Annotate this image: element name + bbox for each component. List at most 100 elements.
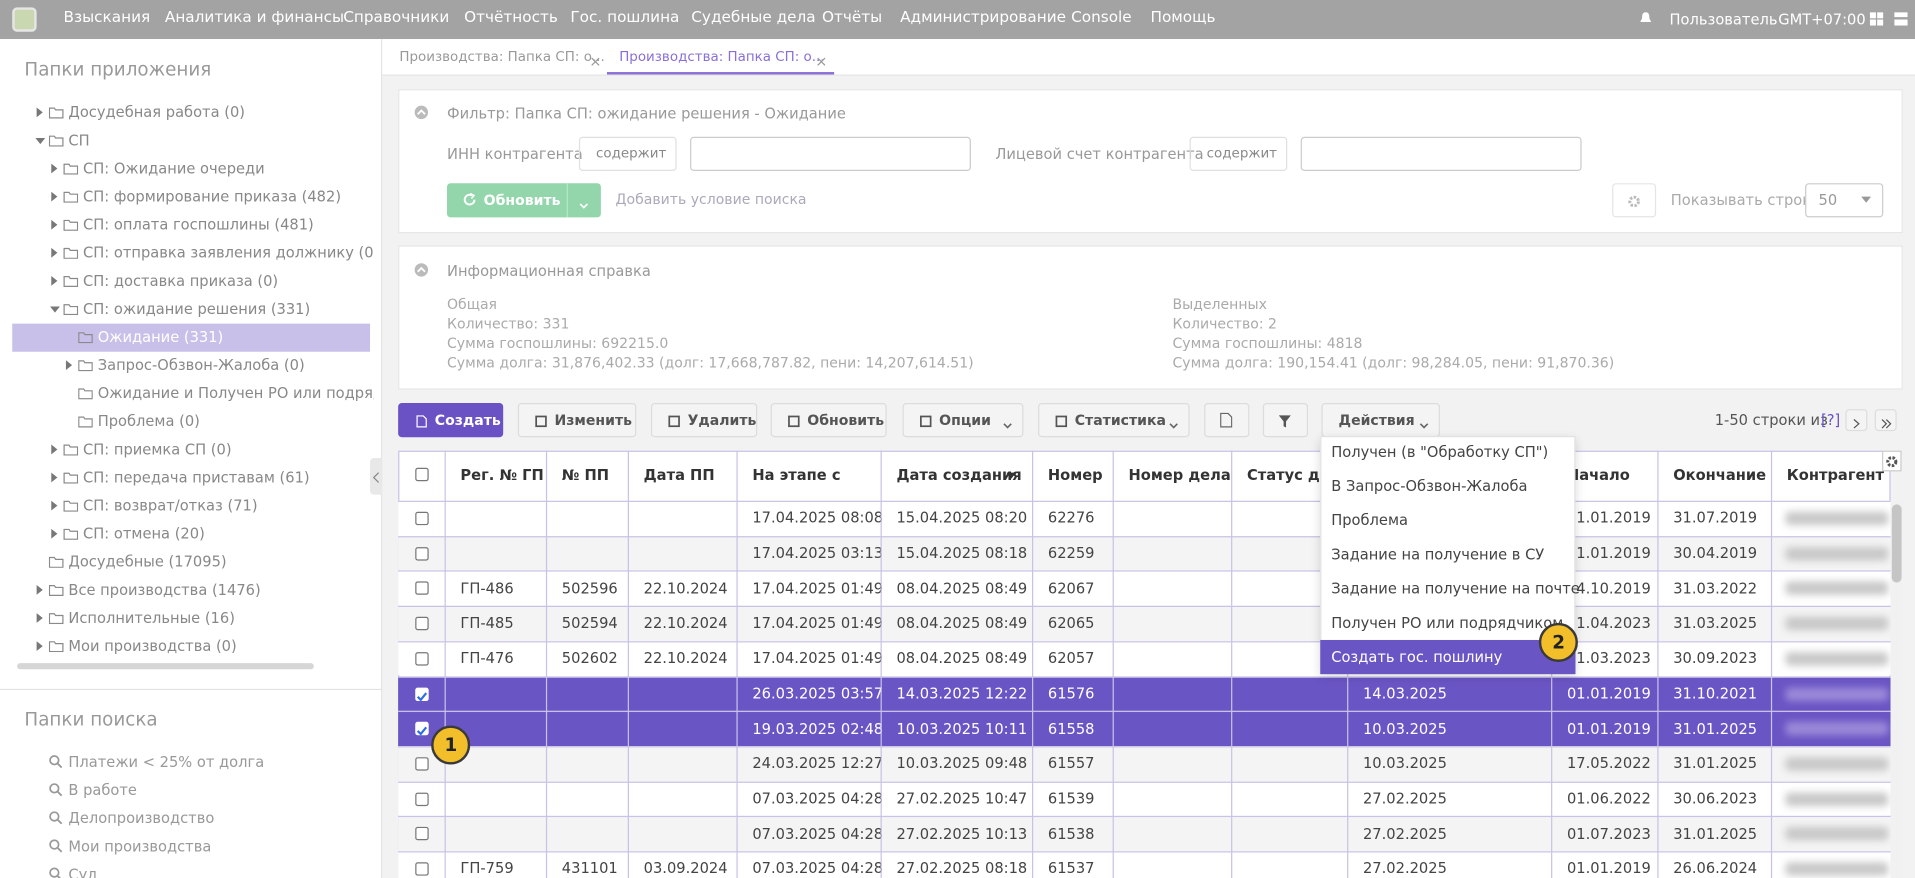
toolbar-button[interactable] (902, 403, 1024, 438)
column-settings[interactable] (1882, 450, 1902, 472)
saved-search[interactable]: Мои производства (68, 837, 212, 855)
folder-item[interactable]: СП (68, 131, 90, 149)
folder-item[interactable]: СП: приемка СП (0) (83, 440, 232, 458)
column-divider (1032, 450, 1034, 878)
text-input[interactable] (1300, 136, 1582, 171)
rows-select[interactable] (1805, 183, 1884, 218)
toolbar-button[interactable] (770, 403, 887, 438)
nav-item[interactable]: Гос. пошлина (570, 7, 680, 26)
folder-item[interactable]: Исполнительные (16) (68, 609, 235, 627)
user-name[interactable]: Пользователь (1669, 10, 1778, 29)
toolbar-button[interactable] (1038, 403, 1190, 438)
folder-item[interactable]: СП: возврат/отказ (71) (83, 497, 258, 515)
table-cell: 27.02.2025 10:13 (896, 825, 1028, 843)
row-checkbox[interactable] (415, 722, 429, 736)
add-condition-link[interactable]: Добавить условие поиска (615, 190, 807, 208)
folder-item[interactable]: СП: оплата госпошлины (481) (83, 216, 314, 234)
column-header[interactable]: Номер дела (1128, 466, 1231, 484)
nav-item[interactable]: Взыскания (63, 7, 151, 26)
info-line: Выделенных (1172, 295, 1267, 313)
dropdown-item[interactable]: Задание на получение в СУ (1331, 545, 1545, 564)
toolbar-button[interactable] (517, 403, 637, 438)
collapse-handle[interactable] (370, 457, 383, 495)
folder-icon-svg (63, 191, 79, 203)
row-checkbox[interactable] (415, 581, 429, 596)
next-page[interactable] (1845, 409, 1868, 432)
table-cell: 17.04.2025 08:08 (752, 509, 884, 527)
folder-item[interactable]: СП: отмена (20) (83, 525, 205, 543)
column-header[interactable]: Номер (1047, 466, 1103, 484)
saved-search[interactable]: Платежи < 25% от долга (68, 753, 265, 771)
nav-item[interactable]: Аналитика и финансы (164, 7, 345, 26)
column-header[interactable]: Дата ПП (643, 466, 715, 484)
text-input[interactable] (690, 136, 971, 171)
folder-item[interactable]: СП: передача приставам (61) (83, 468, 310, 487)
collapse-icon (414, 105, 429, 120)
folder-item[interactable]: Мои производства (0) (68, 637, 237, 655)
gear-icon-svg (1886, 456, 1898, 468)
row-checkbox[interactable] (415, 511, 429, 526)
settings-button[interactable] (1612, 183, 1657, 218)
column-header[interactable]: Окончание (1673, 466, 1767, 484)
column-header[interactable]: На этапе с (752, 466, 841, 484)
row-checkbox[interactable] (415, 757, 429, 771)
dropdown-item[interactable]: Получен (в "Обработку СП") (1331, 443, 1549, 461)
toolbar-button[interactable] (398, 403, 504, 438)
saved-search[interactable]: Делопроизводство (68, 809, 215, 827)
nav-item[interactable]: Помощь (1150, 7, 1216, 26)
saved-search[interactable]: Суд (68, 865, 98, 878)
toolbar-button[interactable] (1321, 403, 1440, 438)
dropdown-item[interactable]: Создать гос. пошлину (1331, 648, 1503, 666)
row-checkbox[interactable] (415, 827, 429, 841)
operator-button[interactable] (578, 136, 677, 171)
column-header[interactable]: Рег. № ГП (460, 466, 544, 484)
folder-item[interactable]: СП: Ожидание очереди (83, 159, 265, 178)
column-header[interactable]: Начало (1566, 466, 1630, 484)
folder-item[interactable]: СП: отправка заявления должнику (0) (83, 244, 374, 262)
refresh-button[interactable] (446, 183, 601, 218)
row-checkbox[interactable] (415, 467, 429, 482)
folder-item[interactable]: СП: доставка приказа (0) (83, 272, 279, 290)
dropdown-item[interactable]: Проблема (1331, 511, 1408, 529)
row-checkbox[interactable] (415, 616, 429, 631)
row-checkbox[interactable] (415, 546, 429, 561)
nav-item[interactable]: Администрирование (900, 7, 1067, 26)
column-header[interactable]: Дата создания (896, 466, 1022, 484)
folder-item[interactable]: СП: формирование приказа (482) (83, 188, 342, 206)
button-icon-svg (788, 415, 800, 428)
nav-item[interactable]: Отчётность (464, 7, 558, 26)
saved-search[interactable]: В работе (68, 781, 137, 799)
column-header[interactable]: Контрагент (1786, 466, 1885, 484)
nav-item[interactable]: Отчёты (821, 7, 883, 26)
nav-item[interactable]: Судебные дела (691, 7, 816, 26)
row-checkbox[interactable] (415, 862, 429, 876)
row-checkbox[interactable] (415, 792, 429, 806)
folder-item[interactable]: Ожидание и Получен РО или подрядчи (97, 384, 374, 402)
button-label: Статистика (1074, 411, 1166, 429)
nav-item[interactable]: Console (1071, 7, 1132, 26)
last-page[interactable] (1874, 409, 1897, 432)
tab[interactable]: Производства: Папка СП: о... (619, 48, 825, 65)
folder-item[interactable]: СП: ожидание решения (331) (83, 300, 311, 318)
row-checkbox[interactable] (415, 686, 429, 701)
operator-button[interactable] (1189, 136, 1288, 171)
table-cell: 10.03.2025 (1362, 720, 1447, 738)
folder-item[interactable]: Ожидание (331) (97, 328, 224, 346)
folder-item[interactable]: Досудебная работа (0) (68, 103, 246, 121)
folder-item[interactable]: Все производства (1476) (68, 581, 261, 599)
folder-icon (63, 302, 79, 316)
dropdown-item[interactable]: В Запрос-Обзвон-Жалоба (1331, 477, 1528, 495)
help-link[interactable]: [?] (1820, 411, 1841, 429)
row-checkbox[interactable] (415, 651, 429, 666)
folder-item[interactable]: Запрос-Обзвон-Жалоба (0) (97, 356, 305, 374)
dropdown-item[interactable]: Получен РО или подрядчиком (1331, 614, 1564, 632)
folder-item[interactable]: Проблема (0) (97, 412, 200, 430)
column-header[interactable]: № ПП (561, 466, 610, 484)
tab[interactable]: Производства: Папка СП: о... (399, 48, 605, 65)
nav-item[interactable]: Справочники (343, 7, 450, 26)
folder-item[interactable]: Досудебные (17095) (68, 553, 227, 571)
dropdown-item[interactable]: Задание на получение на почте (1331, 580, 1580, 598)
gear-icon (1886, 454, 1898, 468)
collapse-icon-svg (414, 263, 429, 277)
export-button[interactable] (1204, 403, 1250, 438)
